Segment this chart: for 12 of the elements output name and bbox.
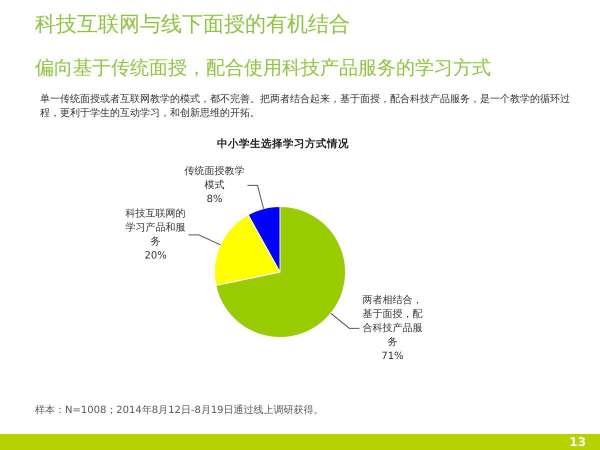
- data-label: 8%: [206, 194, 222, 205]
- data-label: 20%: [144, 250, 167, 262]
- slice-label: 传统面授教学模式: [184, 164, 245, 191]
- chart-subtitle: 偏向基于传统面授，配合使用科技产品服务的学习方式: [35, 56, 491, 81]
- slice-label: 两者相结合，基于面授，配合科技产品服务: [362, 294, 422, 348]
- text: 单一传统面授或者互联网教学的模式，都不完善。把两者结合起来，基于面授，配合科技产品服务，是一个教学的循环过程，更利于学生的互动学习，和创新思维的开拓。: [40, 93, 571, 121]
- text: 样本：N=1008；2014年8月12日-8月19日通过线上调研获得。: [35, 404, 325, 417]
- chart-title: 科技互联网与线下面授的有机结合: [35, 11, 350, 38]
- slice-label: 科技互联网的学习产品和服务: [126, 207, 186, 248]
- text: 中小学生选择学习方式情况: [216, 137, 350, 151]
- data-label: 71%: [381, 351, 404, 362]
- text: 13: [569, 435, 586, 450]
